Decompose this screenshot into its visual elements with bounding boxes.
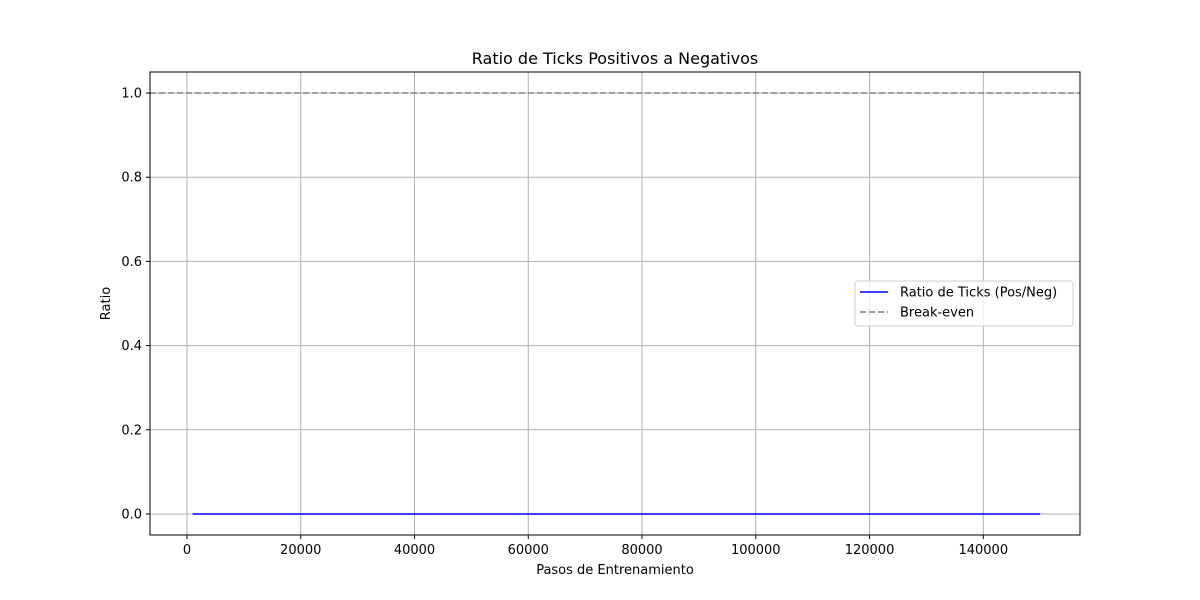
y-tick-label: 1.0 [121,87,142,102]
x-tick-label: 60000 [508,543,549,558]
legend-box [854,280,1074,327]
x-tick-label: 20000 [280,543,321,558]
chart-title: Ratio de Ticks Positivos a Negativos [472,49,758,68]
x-tick-label: 40000 [394,543,435,558]
y-axis-label: Ratio [99,287,114,320]
x-tick-label: 80000 [621,543,662,558]
legend-label: Ratio de Ticks (Pos/Neg) [900,286,1057,301]
plot-area-frame [149,71,1081,536]
legend: Ratio de Ticks (Pos/Neg) Break-even [854,280,1074,327]
x-tick-label: 0 [183,543,191,558]
y-tick-label: 0.0 [121,507,142,522]
x-tick-label: 140000 [958,543,1008,558]
y-axis-ticks: 0.0 0.2 0.4 0.6 0.8 1.0 [121,87,150,522]
x-axis-ticks: 0 20000 40000 60000 80000 100000 120000 140000 [183,535,1008,558]
y-tick-label: 0.6 [121,255,142,270]
x-axis-label: Pasos de Entrenamiento [536,563,694,578]
legend-label: Break-even [900,306,974,321]
y-tick-label: 0.2 [121,423,142,438]
x-tick-label: 120000 [845,543,895,558]
x-tick-label: 100000 [731,543,781,558]
y-tick-label: 0.8 [121,171,142,186]
y-tick-label: 0.4 [121,339,142,354]
